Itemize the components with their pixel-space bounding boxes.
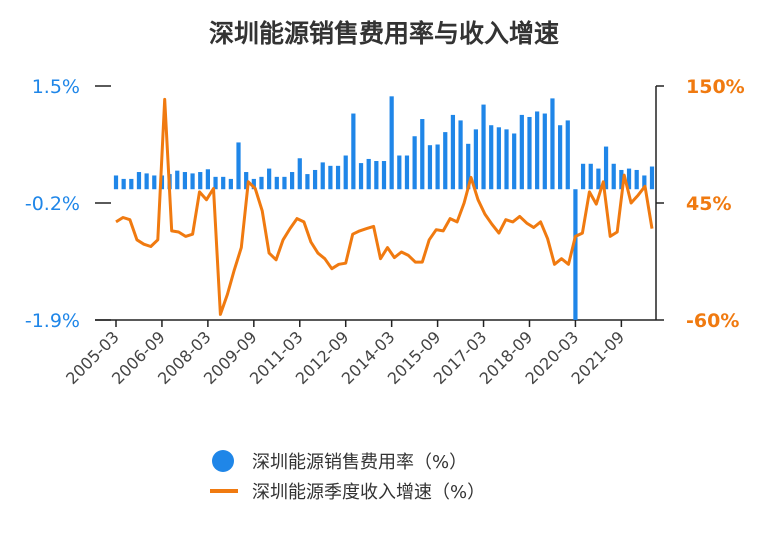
bar-sales-expense-rate	[335, 165, 341, 190]
bar-sales-expense-rate	[221, 176, 226, 190]
bar-sales-expense-rate	[527, 116, 532, 190]
chart-title: 深圳能源销售费用率与收入增速	[208, 19, 559, 48]
legend: 深圳能源销售费用率（%） 深圳能源季度收入增速（%）	[210, 446, 485, 506]
bar-sales-expense-rate	[496, 127, 501, 190]
bar-sales-expense-rate	[282, 176, 287, 190]
bar-sales-expense-rate	[305, 174, 310, 190]
bar-sales-expense-rate	[473, 129, 478, 190]
bar-sales-expense-rate	[542, 113, 547, 190]
bar-sales-expense-rate	[588, 163, 593, 190]
bar-sales-expense-rate	[274, 176, 279, 190]
bar-sales-expense-rate	[366, 158, 371, 190]
bar-sales-expense-rate	[213, 176, 218, 190]
bar-sales-expense-rate	[152, 175, 157, 190]
bar-sales-expense-rate	[312, 169, 318, 190]
bar-sales-expense-rate	[182, 172, 188, 190]
bar-sales-expense-rate	[603, 146, 609, 190]
bar-sales-expense-rate	[320, 162, 325, 190]
bar-sales-expense-rate	[144, 173, 149, 190]
legend-bar-label: 深圳能源销售费用率（%）	[252, 452, 468, 473]
bar-sales-expense-rate	[236, 142, 241, 190]
bar-sales-expense-rate	[580, 163, 586, 190]
bar-sales-expense-rate	[550, 98, 555, 190]
bar-sales-expense-rate	[512, 133, 517, 190]
bar-sales-expense-rate	[175, 170, 180, 190]
right-axis-tick-label: 45%	[686, 193, 731, 215]
legend-bar-swatch	[212, 450, 234, 472]
bar-sales-expense-rate	[113, 175, 119, 190]
bar-sales-expense-rate	[458, 120, 463, 190]
bar-sales-expense-rate	[267, 168, 272, 190]
legend-item-line[interactable]: 深圳能源季度收入增速（%）	[210, 476, 485, 506]
bar-sales-expense-rate	[136, 172, 142, 190]
legend-line-swatch	[210, 489, 238, 493]
bar-sales-expense-rate	[244, 172, 249, 190]
bar-sales-expense-rate	[251, 178, 256, 190]
bar-sales-expense-rate	[412, 136, 417, 190]
bar-sales-expense-rate	[190, 173, 195, 190]
bar-sales-expense-rate	[205, 169, 210, 190]
bar-sales-expense-rate	[443, 132, 448, 190]
left-axis-tick-label: -1.9%	[25, 310, 80, 332]
bar-sales-expense-rate	[619, 169, 624, 190]
right-axis-tick-label: -60%	[686, 310, 739, 332]
bar-sales-expense-rate	[596, 168, 601, 190]
bar-sales-expense-rate	[535, 111, 540, 190]
bar-sales-expense-rate	[397, 155, 402, 190]
bar-sales-expense-rate	[435, 144, 440, 190]
bar-sales-expense-rate	[427, 145, 433, 190]
bar-sales-expense-rate	[481, 104, 486, 190]
bar-sales-expense-rate	[328, 165, 333, 190]
bar-sales-expense-rate	[290, 172, 295, 190]
left-axis-tick-label: -0.2%	[25, 193, 80, 215]
legend-line-label: 深圳能源季度收入增速（%）	[252, 482, 486, 503]
bar-sales-expense-rate	[466, 143, 471, 190]
bar-sales-expense-rate	[573, 189, 578, 320]
bar-sales-expense-rate	[642, 175, 647, 190]
bar-sales-expense-rate	[420, 119, 425, 190]
bar-sales-expense-rate	[358, 163, 364, 190]
bar-sales-expense-rate	[489, 125, 494, 190]
legend-item-bar[interactable]: 深圳能源销售费用率（%）	[210, 446, 485, 476]
bar-sales-expense-rate	[565, 120, 570, 190]
bar-sales-expense-rate	[343, 155, 348, 190]
bar-sales-expense-rate	[519, 114, 524, 190]
bar-sales-expense-rate	[558, 125, 563, 190]
bar-sales-expense-rate	[404, 155, 410, 190]
bar-sales-expense-rate	[129, 178, 134, 190]
left-axis-tick-label: 1.5%	[32, 76, 80, 98]
bar-sales-expense-rate	[450, 114, 456, 190]
bar-sales-expense-rate	[351, 113, 356, 190]
bar-sales-expense-rate	[121, 178, 126, 190]
bar-sales-expense-rate	[198, 172, 203, 190]
bar-sales-expense-rate	[259, 176, 264, 190]
bar-sales-expense-rate	[611, 163, 616, 190]
right-axis-tick-label: 150%	[686, 76, 745, 98]
bar-sales-expense-rate	[374, 161, 379, 190]
bar-sales-expense-rate	[649, 166, 655, 190]
bar-sales-expense-rate	[626, 168, 632, 190]
line-revenue-growth	[115, 97, 654, 316]
bar-sales-expense-rate	[389, 96, 394, 190]
bar-sales-expense-rate	[228, 178, 233, 190]
bar-sales-expense-rate	[504, 129, 509, 190]
bar-sales-expense-rate	[381, 161, 387, 190]
bar-sales-expense-rate	[297, 158, 302, 190]
bar-sales-expense-rate	[634, 169, 639, 190]
